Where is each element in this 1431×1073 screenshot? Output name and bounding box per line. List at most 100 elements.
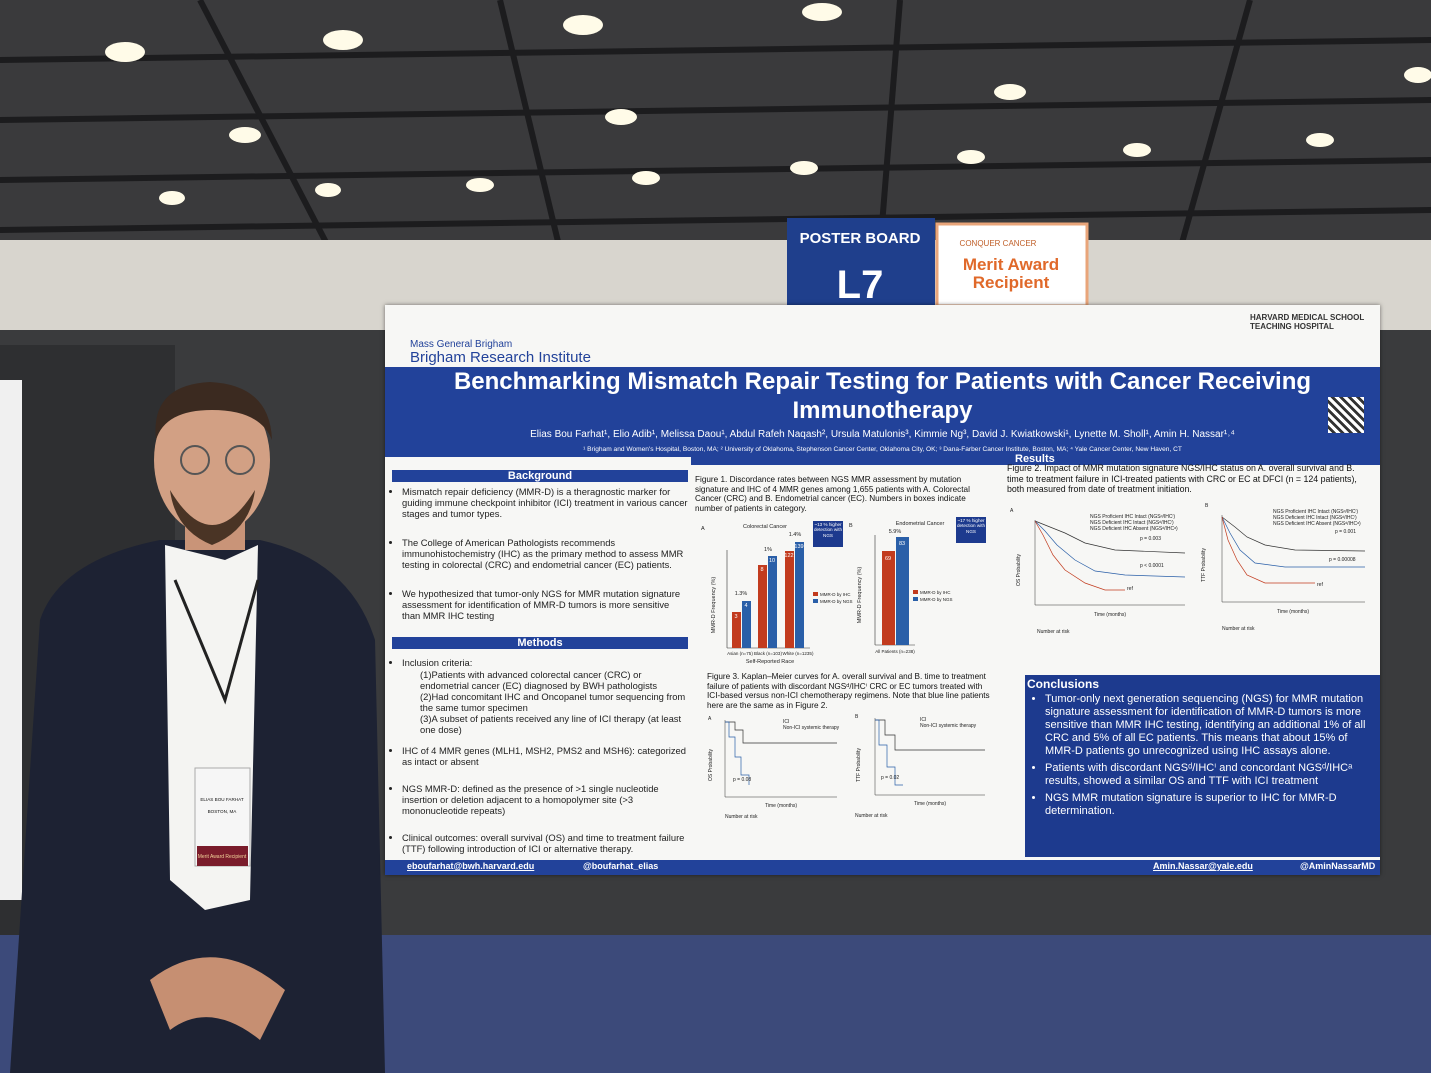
bar-label: 4 (744, 603, 747, 609)
affiliations: ¹ Brigham and Women's Hospital, Boston, … (583, 446, 1182, 453)
bullet: Patients with discordant NGSᵈ/IHCⁱ and c… (1045, 762, 1375, 788)
legend-label: NGS Deficient IHC Intact (NGSᵈ/IHCⁱ) (1090, 519, 1174, 526)
legend-label: MMR-D by IHC (820, 592, 851, 597)
section-heading: Methods (392, 637, 688, 649)
org: Mass General Brigham (410, 339, 513, 350)
panel-letter: B (849, 523, 853, 529)
legend-label: ICI (783, 719, 789, 725)
bullet: Clinical outcomes: overall survival (OS)… (402, 832, 688, 854)
legend-label: NGS Deficient IHC Absent (NGSᵈ/IHCᵃ) (1273, 521, 1361, 527)
axis-label: Time (months) (914, 801, 946, 807)
legend-label: ICI (920, 717, 926, 723)
panel-letter: A (1010, 508, 1014, 514)
p-value: p = 0.00008 (1329, 557, 1356, 563)
axis-label: MMR-D Frequency (%) (711, 577, 717, 634)
bullet: NGS MMR mutation signature is superior t… (1045, 792, 1375, 818)
group-label: White (n=1235) (783, 651, 814, 656)
section-heading: Results (1007, 453, 1063, 465)
ceiling-lights (105, 3, 1431, 205)
panel-title: Colorectal Cancer (743, 524, 787, 530)
email: Amin.Nassar@yale.edu (1153, 861, 1253, 871)
note: ~13 % higher detection with NGS (813, 522, 843, 538)
board-number: L7 (837, 263, 884, 307)
figure-caption: Figure 2. Impact of MMR mutation signatu… (1007, 463, 1357, 494)
legend-label: MMR-D by NGS (820, 599, 853, 604)
legend-label: NGS Proficient IHC Intact (NGSᵖ/IHCⁱ) (1273, 508, 1358, 515)
p-value: p = 0.02 (881, 775, 899, 781)
bullet: Inclusion criteria: (402, 657, 688, 668)
section-heading: Conclusions (1027, 677, 1100, 691)
axis-label: TTF Probability (1201, 548, 1207, 582)
header-band (385, 367, 1380, 457)
conclusions: Tumor-only next generation sequencing (N… (1035, 693, 1375, 827)
bar-label: 83 (899, 541, 905, 547)
badge-ribbon: Merit Award Recipient (198, 854, 247, 860)
bar-label: 10 (769, 558, 775, 564)
figure1-a: A Colorectal Cancer MMR-D Frequency (%) … (701, 521, 853, 665)
conclusions-box (1025, 675, 1380, 857)
axis-label: OS Probability (1016, 554, 1022, 586)
diff-label: 1% (764, 547, 772, 553)
risk-label: Number at risk (1222, 626, 1255, 632)
handle: @boufarhat_elias (583, 861, 659, 871)
legend-label: MMR-D by NGS (920, 597, 953, 602)
bullet: The College of American Pathologists rec… (402, 537, 688, 570)
bar-label: 8 (760, 567, 763, 573)
handle: @AminNassarMD (1300, 861, 1376, 871)
footer-band (385, 860, 1380, 875)
sub-item: (2)Had concomitant IHC and Oncopanel tum… (420, 691, 686, 713)
axis-label: Self-Reported Race (746, 659, 794, 665)
note: ~17 % higher detection with NGS (956, 518, 986, 534)
axis-label: MMR-D Frequency (%) (857, 567, 863, 624)
institute: Brigham Research Institute (410, 349, 591, 366)
diff-label: 5.9% (889, 529, 902, 535)
group-label: Black (n=103) (754, 651, 782, 656)
risk-label: Number at risk (1037, 629, 1070, 635)
authors: Elias Bou Farhat¹, Elio Adib¹, Melissa D… (530, 429, 1235, 440)
panel-letter: A (701, 526, 705, 532)
diff-label: 1.3% (735, 591, 748, 597)
note-box: ~13 % higher detection with NGS (813, 522, 843, 538)
ref-label: ref (1127, 586, 1133, 592)
email: eboufarhat@bwh.harvard.edu (407, 861, 535, 871)
bullet: Mismatch repair deficiency (MMR-D) is a … (402, 486, 688, 519)
axis-label: TTF Probability (856, 748, 862, 782)
p-value: p < 0.0001 (1140, 563, 1164, 569)
badge-city: BOSTON, MA (208, 809, 238, 814)
figure-caption: Figure 1. Discordance rates between NGS … (695, 475, 970, 513)
title: Benchmarking Mismatch Repair Testing for… (453, 368, 1312, 424)
legend-label: Non-ICI systemic therapy (920, 723, 977, 729)
figure3: A OS Probability ICI Non-ICI systemic th… (708, 714, 985, 820)
p-value: p = 0.08 (733, 777, 751, 783)
axis-label: OS Probability (708, 749, 714, 781)
neighbor-poster (0, 380, 22, 900)
trusses (0, 0, 1431, 252)
p-value: p = 0.001 (1335, 529, 1356, 535)
hms: HARVARD MEDICAL SCHOOL TEACHING HOSPITAL (1250, 313, 1365, 331)
figures: A Colorectal Cancer MMR-D Frequency (%) … (701, 503, 1366, 820)
panel-letter: B (855, 714, 859, 720)
person (10, 382, 385, 1073)
board-sign (787, 218, 935, 318)
award-sign (935, 222, 1089, 308)
legend-label: NGS Deficient IHC Absent (NGSᵈ/IHCᵃ) (1090, 526, 1178, 532)
sub-list: (1)Patients with advanced colorectal can… (402, 669, 688, 735)
panel-letter: B (1205, 503, 1209, 509)
axis-label: Time (months) (1277, 609, 1309, 615)
award-org: CONQUER CANCER (960, 239, 1037, 248)
poster: Mass General Brigham Brigham Research In… (385, 305, 1380, 875)
p-value: p = 0.003 (1140, 536, 1161, 542)
legend-label: Non-ICI systemic therapy (783, 725, 840, 731)
bullet: NGS MMR-D: defined as the presence of >1… (402, 783, 688, 816)
sub-item: (1)Patients with advanced colorectal can… (420, 669, 658, 691)
group-label: All Patients (n=238) (875, 649, 915, 654)
background: Mismatch repair deficiency (MMR-D) is a … (392, 486, 688, 630)
risk-label: Number at risk (725, 814, 758, 820)
group-label: Asian (n=75) (727, 651, 753, 656)
bullet: IHC of 4 MMR genes (MLH1, MSH2, PMS2 and… (402, 745, 688, 767)
legend-label: NGS Deficient IHC Intact (NGSᵈ/IHCⁱ) (1273, 514, 1357, 521)
section-heading: Background (392, 470, 688, 482)
note-box: ~17 % higher detection with NGS (956, 518, 986, 534)
legend-label: NGS Proficient IHC Intact (NGSᵖ/IHCⁱ) (1090, 513, 1175, 520)
diff-label: 1.4% (789, 532, 802, 538)
